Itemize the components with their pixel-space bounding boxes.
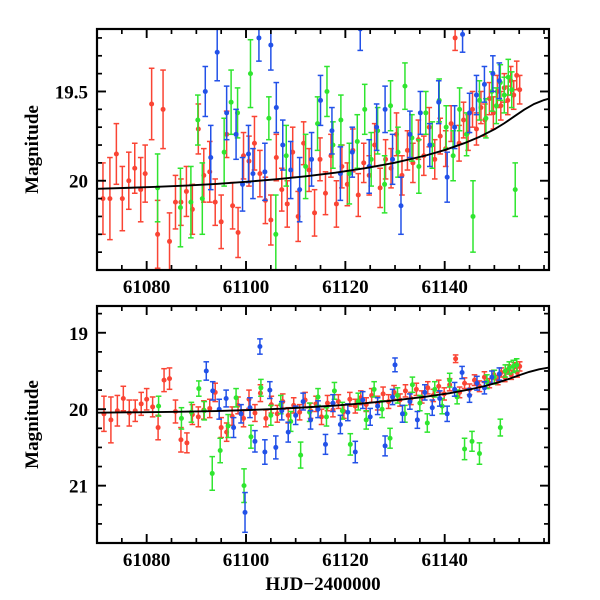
xtick-label-bottom: 61100 bbox=[223, 550, 269, 571]
xtick-label-bottom: 61080 bbox=[123, 550, 171, 571]
data-layer-bottom bbox=[97, 338, 549, 534]
xtick-label-top: 61100 bbox=[223, 277, 269, 298]
ytick-label-bottom: 20 bbox=[69, 400, 88, 421]
model-curve-bottom bbox=[97, 366, 549, 414]
ytick-label-top: 19.5 bbox=[55, 82, 88, 103]
xtick-label-bottom: 61140 bbox=[421, 550, 467, 571]
panel-top: 61080 61100 61120 61140 19.5 20 Magnitude bbox=[22, 27, 551, 298]
xtick-label-bottom: 61120 bbox=[322, 550, 368, 571]
series-blue-top bbox=[202, 29, 503, 236]
y-axis-title-bottom: Magnitude bbox=[22, 380, 43, 469]
data-layer-top bbox=[97, 29, 549, 270]
xtick-label-top: 61080 bbox=[123, 277, 171, 298]
y-axis-title-top: Magnitude bbox=[22, 105, 43, 194]
axis-frame-bottom bbox=[95, 304, 551, 545]
ytick-label-bottom: 21 bbox=[69, 477, 88, 498]
xtick-label-top: 61120 bbox=[322, 277, 368, 298]
series-green-top bbox=[154, 38, 519, 270]
series-blue-bottom bbox=[203, 338, 503, 534]
panel-bottom: 61080 61100 61120 61140 19 20 21 Magnitude bbox=[22, 304, 551, 571]
xtick-label-top: 61140 bbox=[421, 277, 467, 298]
ytick-label-top: 20 bbox=[69, 172, 88, 193]
ytick-label-bottom: 19 bbox=[69, 324, 88, 345]
x-axis-title: HJD−2400000 bbox=[265, 574, 380, 595]
axis-frame-top bbox=[95, 27, 551, 272]
model-curve-top bbox=[97, 97, 549, 190]
